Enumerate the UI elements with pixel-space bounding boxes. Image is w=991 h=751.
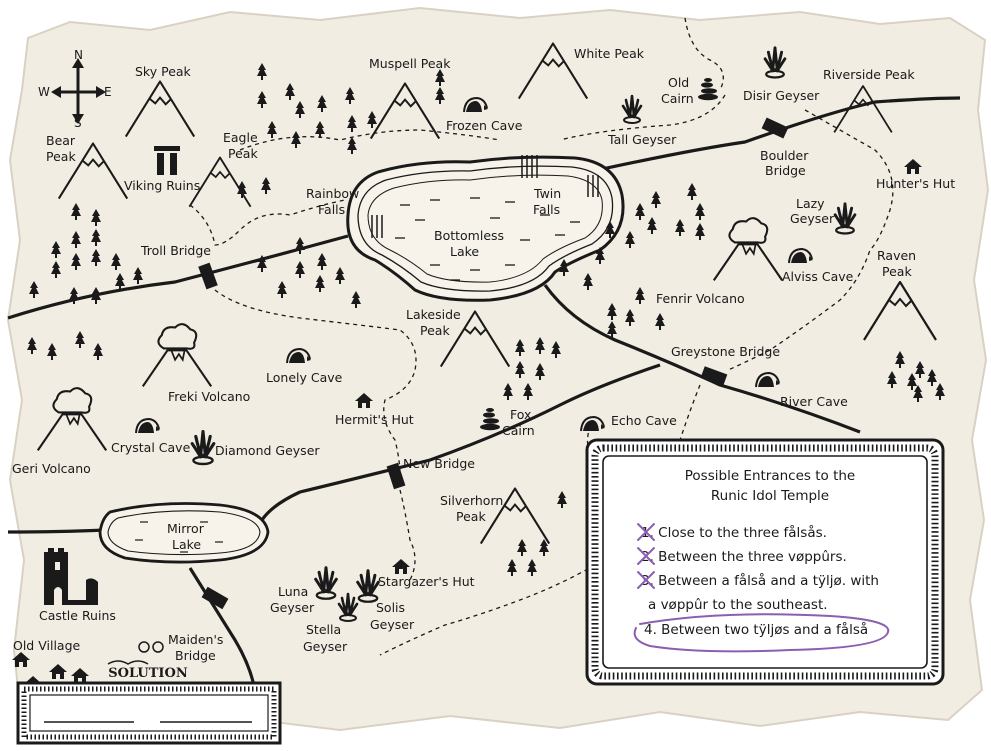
- label-bottomless-lake-1: Bottomless: [434, 228, 504, 243]
- solution-panel: SOLUTION: [16, 641, 282, 745]
- label-bottomless-lake-2: Lake: [450, 244, 479, 259]
- label-geri-volcano: Geri Volcano: [12, 461, 91, 476]
- label-boulder-bridge-1: Boulder: [760, 148, 809, 163]
- label-alviss-cave: Alviss Cave: [782, 269, 854, 284]
- label-frozen-cave: Frozen Cave: [446, 118, 523, 133]
- twin-falls-marker: [521, 155, 599, 197]
- label-tall-geyser: Tall Geyser: [607, 132, 677, 147]
- label-bear-peak-2: Peak: [46, 149, 76, 164]
- map-labels: Sky Peak Muspell Peak White Peak Old Cai…: [12, 46, 955, 663]
- clue-2: 2. Between the three vøppûrs.: [641, 549, 847, 565]
- label-raven-peak-1: Raven: [877, 248, 916, 263]
- label-castle-ruins: Castle Ruins: [39, 608, 116, 623]
- label-stella-geyser-2: Geyser: [303, 639, 348, 654]
- clue-panel: Possible Entrances to the Runic Idol Tem…: [585, 438, 945, 686]
- rainbow-falls-marker: [371, 215, 383, 238]
- label-mirror-lake-2: Lake: [172, 537, 201, 552]
- label-rainbow-falls-2: Falls: [318, 202, 345, 217]
- label-troll-bridge: Troll Bridge: [140, 243, 211, 258]
- label-river-cave: River Cave: [780, 394, 848, 409]
- label-mirror-lake-1: Mirror: [167, 521, 205, 536]
- svg-text:E: E: [104, 85, 112, 99]
- label-rainbow-falls-1: Rainbow: [306, 186, 359, 201]
- label-lakeside-peak-1: Lakeside: [406, 307, 461, 322]
- clue-panel-title-1: Possible Entrances to the: [685, 468, 855, 484]
- svg-text:N: N: [74, 48, 83, 62]
- label-stargazers-hut: Stargazer's Hut: [378, 574, 475, 589]
- label-fox-cairn-1: Fox: [510, 407, 531, 422]
- clue-3: 3. Between a fålså and a tÿljø. with: [641, 572, 879, 589]
- label-twin-falls-1: Twin: [533, 186, 561, 201]
- label-twin-falls-2: Falls: [533, 202, 560, 217]
- label-sky-peak: Sky Peak: [135, 64, 192, 79]
- clue-4: 4. Between two tÿljøs and a fålså: [644, 621, 868, 638]
- label-viking-ruins: Viking Ruins: [124, 178, 200, 193]
- label-lazy-geyser-2: Geyser: [790, 211, 835, 226]
- label-old-village: Old Village: [13, 638, 81, 653]
- label-bear-peak-1: Bear: [46, 133, 76, 148]
- label-maidens-bridge-2: Bridge: [175, 648, 216, 663]
- label-greystone-bridge: Greystone Bridge: [671, 344, 780, 359]
- compass-rose-icon: N S W E: [38, 48, 112, 130]
- clue-1: 1. Close to the three fålsås.: [641, 524, 827, 541]
- label-raven-peak-2: Peak: [882, 264, 912, 279]
- label-riverside-peak: Riverside Peak: [823, 67, 915, 82]
- clue-3-continued: a vøppûr to the southeast.: [648, 597, 828, 613]
- label-diamond-geyser: Diamond Geyser: [215, 443, 320, 458]
- label-hermits-hut: Hermit's Hut: [335, 412, 414, 427]
- label-lazy-geyser-1: Lazy: [796, 196, 825, 211]
- label-stella-geyser-1: Stella: [306, 622, 341, 637]
- castle-ruins-icon: [44, 548, 98, 605]
- label-luna-geyser-2: Geyser: [270, 600, 315, 615]
- label-eagle-peak-2: Peak: [228, 146, 258, 161]
- label-muspell-peak: Muspell Peak: [369, 56, 451, 71]
- label-lonely-cave: Lonely Cave: [266, 370, 343, 385]
- label-silverhorn-peak-1: Silverhorn: [440, 493, 503, 508]
- svg-text:W: W: [38, 85, 50, 99]
- label-old-cairn-2: Cairn: [661, 91, 694, 106]
- label-freki-volcano: Freki Volcano: [168, 389, 250, 404]
- label-lakeside-peak-2: Peak: [420, 323, 450, 338]
- svg-text:S: S: [74, 116, 82, 130]
- label-solis-geyser-1: Solis: [376, 600, 405, 615]
- label-hunters-hut: Hunter's Hut: [876, 176, 955, 191]
- label-new-bridge: New Bridge: [403, 456, 475, 471]
- label-old-cairn-1: Old: [668, 75, 689, 90]
- label-echo-cave: Echo Cave: [611, 413, 677, 428]
- label-luna-geyser-1: Luna: [278, 584, 308, 599]
- label-white-peak: White Peak: [574, 46, 645, 61]
- label-boulder-bridge-2: Bridge: [765, 163, 806, 178]
- label-crystal-cave: Crystal Cave: [111, 440, 191, 455]
- label-eagle-peak-1: Eagle: [223, 130, 258, 145]
- label-maidens-bridge-1: Maiden's: [168, 632, 223, 647]
- label-silverhorn-peak-2: Peak: [456, 509, 486, 524]
- clue-panel-title-2: Runic Idol Temple: [711, 488, 829, 504]
- label-solis-geyser-2: Geyser: [370, 617, 415, 632]
- solution-title: SOLUTION: [108, 666, 188, 681]
- viking-ruins-icon: [154, 146, 180, 175]
- label-fenrir-volcano: Fenrir Volcano: [656, 291, 745, 306]
- label-fox-cairn-2: Cairn: [502, 423, 535, 438]
- label-disir-geyser: Disir Geyser: [743, 88, 820, 103]
